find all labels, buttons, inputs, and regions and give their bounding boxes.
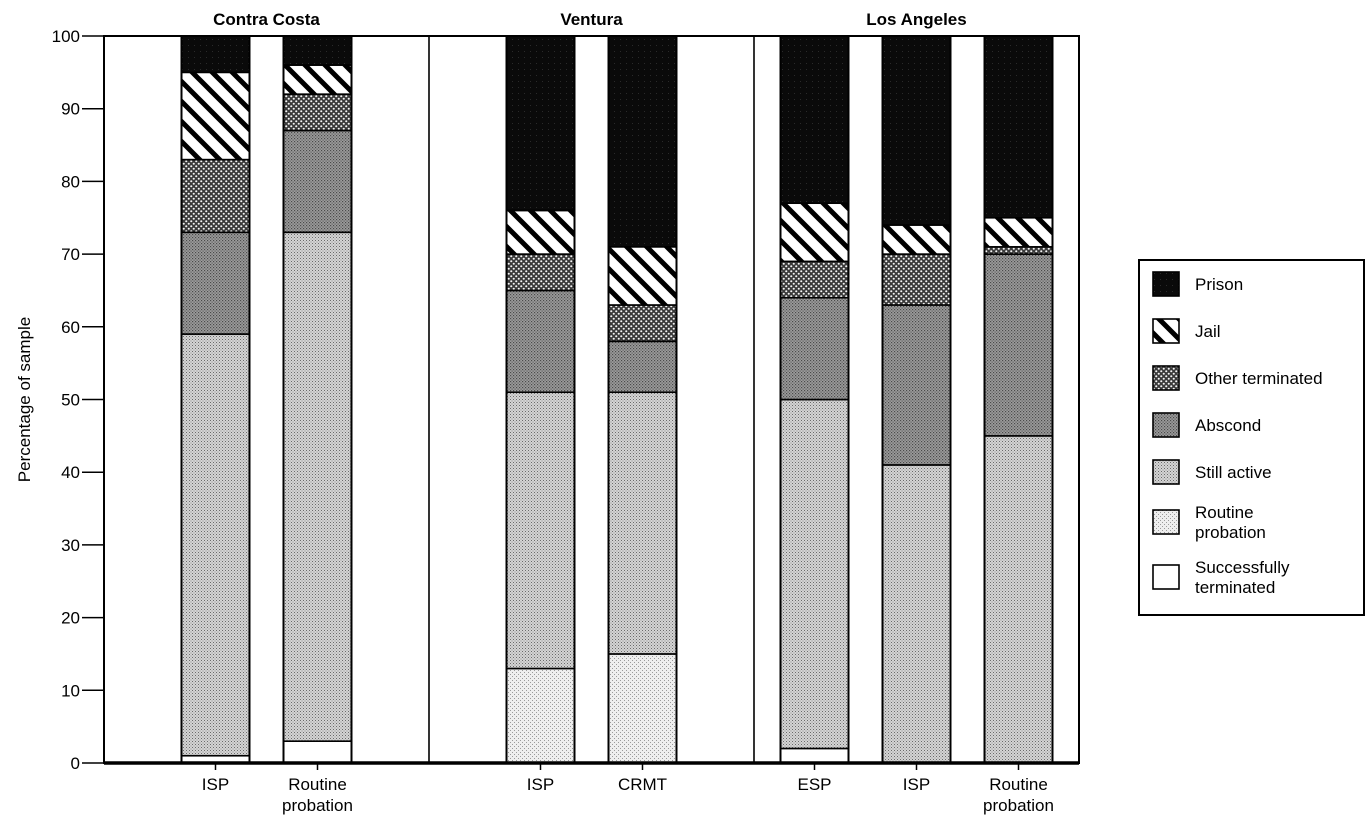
y-tick-label-10: 10	[61, 681, 80, 700]
y-axis-label: Percentage of sample	[15, 317, 34, 482]
legend-swatch-abscond	[1152, 412, 1180, 438]
bar-segment-los-angeles-isp-jail	[881, 224, 952, 255]
bar-segment-contra-costa-routine-probation-abscond	[282, 129, 353, 234]
bar-segment-ventura-crmt-abscond	[607, 340, 678, 394]
bar-segment-los-angeles-esp-jail	[779, 202, 850, 263]
legend-label-other-terminated: Other terminated	[1195, 369, 1323, 388]
legend-swatch-successfully-terminated	[1152, 564, 1180, 590]
x-tick-label-ventura-isp: ISP	[527, 775, 554, 794]
bar-segment-contra-costa-isp-jail	[180, 71, 251, 161]
legend-swatch-routine-probation	[1152, 509, 1180, 535]
x-tick-label-los-angeles-routine-probation: Routine probation	[983, 775, 1054, 815]
bar-segment-contra-costa-routine-probation-prison	[282, 35, 353, 66]
bar-segment-ventura-isp-jail	[505, 209, 576, 255]
y-tick-label-50: 50	[61, 391, 80, 410]
bar-segment-contra-costa-routine-probation-jail	[282, 64, 353, 95]
bar-segment-los-angeles-routine-probation-prison	[983, 35, 1054, 219]
group-label-contra-costa: Contra Costa	[213, 10, 320, 29]
legend-label-successfully-terminated: Successfully terminated	[1195, 558, 1290, 597]
group-label-los-angeles: Los Angeles	[866, 10, 966, 29]
bar-segment-ventura-crmt-other-terminated	[607, 304, 678, 343]
bar-segment-los-angeles-isp-other-terminated	[881, 253, 952, 306]
x-tick-label-contra-costa-routine-probation: Routine probation	[282, 775, 353, 815]
bar-segment-contra-costa-isp-abscond	[180, 231, 251, 335]
bar-segment-contra-costa-isp-prison	[180, 35, 251, 74]
bar-segment-contra-costa-isp-still-active	[180, 333, 251, 757]
bar-segment-contra-costa-isp-other-terminated	[180, 158, 251, 234]
bar-segment-ventura-isp-still-active	[505, 391, 576, 670]
bar-segment-los-angeles-esp-still-active	[779, 398, 850, 750]
y-tick-label-30: 30	[61, 536, 80, 555]
legend-label-jail: Jail	[1195, 322, 1221, 341]
legend-swatch-jail	[1152, 318, 1180, 344]
bar-segment-los-angeles-routine-probation-jail	[983, 216, 1054, 248]
legend-swatch-other-terminated	[1152, 365, 1180, 391]
bar-segment-los-angeles-esp-prison	[779, 35, 850, 205]
bar-segment-los-angeles-routine-probation-other-terminated	[983, 246, 1054, 255]
bar-segment-los-angeles-esp-successfully-terminated	[779, 747, 850, 764]
bar-segment-ventura-crmt-jail	[607, 246, 678, 306]
bar-segment-los-angeles-routine-probation-abscond	[983, 253, 1054, 437]
y-tick-label-40: 40	[61, 463, 80, 482]
bar-segment-los-angeles-esp-abscond	[779, 296, 850, 401]
x-tick-label-los-angeles-esp: ESP	[797, 775, 831, 794]
group-label-ventura: Ventura	[560, 10, 623, 29]
bar-segment-los-angeles-isp-prison	[881, 35, 952, 226]
bar-segment-los-angeles-isp-still-active	[881, 464, 952, 764]
legend-label-routine-probation: Routine probation	[1195, 503, 1266, 542]
x-tick-label-ventura-crmt: CRMT	[618, 775, 667, 794]
bar-segment-los-angeles-isp-abscond	[881, 304, 952, 466]
y-tick-label-80: 80	[61, 172, 80, 191]
bar-segment-ventura-crmt-still-active	[607, 391, 678, 655]
y-tick-label-60: 60	[61, 318, 80, 337]
bar-segment-ventura-isp-other-terminated	[505, 253, 576, 292]
legend-swatch-still-active	[1152, 459, 1180, 485]
bar-segment-los-angeles-esp-other-terminated	[779, 260, 850, 299]
y-tick-label-0: 0	[71, 754, 80, 773]
bar-segment-ventura-isp-routine-probation	[505, 667, 576, 764]
legend-label-prison: Prison	[1195, 275, 1243, 294]
y-tick-label-70: 70	[61, 245, 80, 264]
legend-swatch-prison	[1152, 271, 1180, 297]
bar-segment-ventura-isp-prison	[505, 35, 576, 212]
x-tick-label-contra-costa-isp: ISP	[202, 775, 229, 794]
bar-segment-contra-costa-routine-probation-still-active	[282, 231, 353, 742]
y-tick-label-100: 100	[52, 27, 80, 46]
y-tick-label-90: 90	[61, 100, 80, 119]
bar-segment-contra-costa-routine-probation-successfully-terminated	[282, 740, 353, 764]
bar-segment-ventura-isp-abscond	[505, 289, 576, 394]
bar-segment-ventura-crmt-routine-probation	[607, 653, 678, 764]
legend-label-still-active: Still active	[1195, 463, 1272, 482]
y-tick-label-20: 20	[61, 609, 80, 628]
bar-segment-los-angeles-routine-probation-still-active	[983, 435, 1054, 764]
bar-segment-ventura-crmt-prison	[607, 35, 678, 248]
x-tick-label-los-angeles-isp: ISP	[903, 775, 930, 794]
bar-segment-contra-costa-routine-probation-other-terminated	[282, 93, 353, 132]
legend-label-abscond: Abscond	[1195, 416, 1261, 435]
